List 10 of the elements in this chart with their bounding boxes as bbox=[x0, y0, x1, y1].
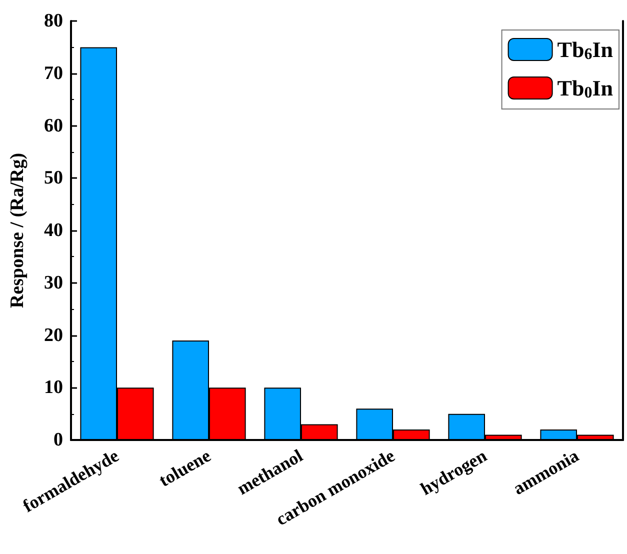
y-tick-label: 50 bbox=[44, 168, 63, 189]
y-axis-title: Response / (Ra/Rg) bbox=[7, 152, 28, 308]
y-tick-label: 60 bbox=[44, 115, 63, 136]
y-tick-label: 0 bbox=[54, 430, 63, 450]
y-tick-label: 70 bbox=[44, 62, 63, 84]
y-tick-label: 40 bbox=[44, 220, 63, 241]
y-tick-label: 20 bbox=[44, 324, 63, 346]
y-tick-label: 10 bbox=[44, 377, 63, 398]
y-tick-label: 30 bbox=[44, 272, 63, 294]
y-tick-label: 80 bbox=[44, 10, 63, 32]
